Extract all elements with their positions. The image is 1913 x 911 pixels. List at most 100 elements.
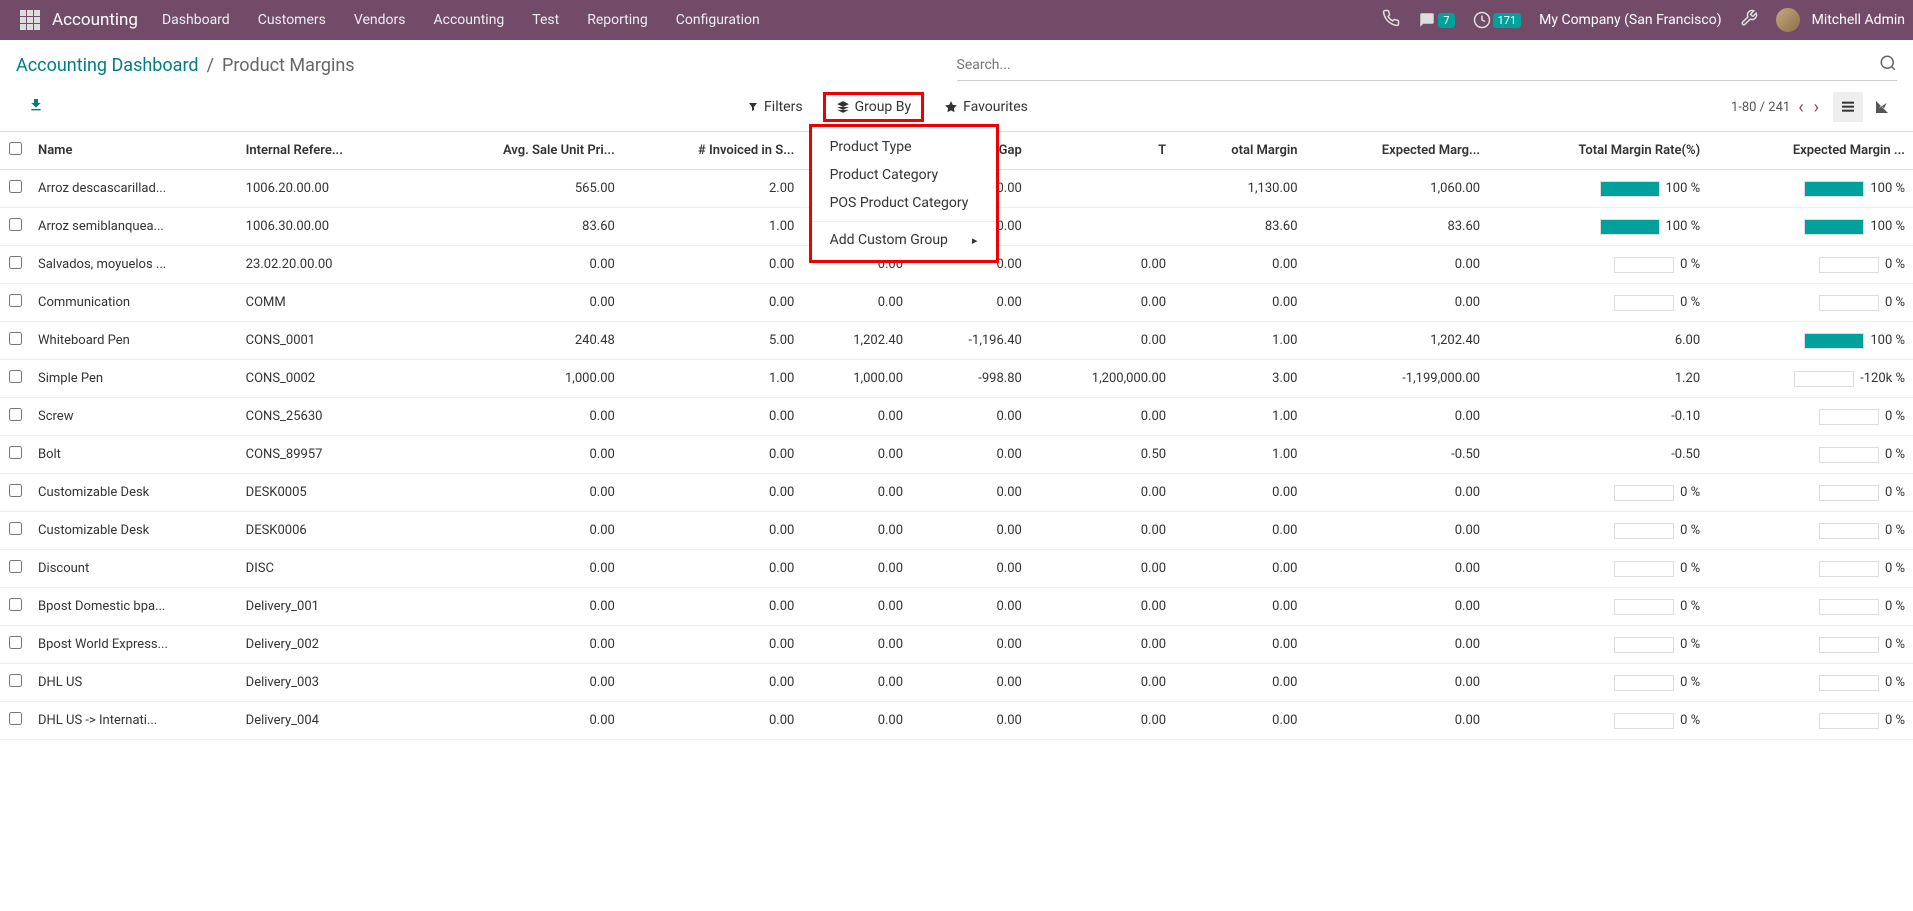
apps-icon[interactable] bbox=[20, 10, 40, 30]
settings-icon[interactable] bbox=[1740, 9, 1758, 31]
row-checkbox[interactable] bbox=[9, 370, 22, 383]
app-name[interactable]: Accounting bbox=[52, 10, 138, 30]
cell-name: Simple Pen bbox=[30, 360, 238, 398]
phone-icon[interactable] bbox=[1382, 9, 1400, 31]
cell-name: Customizable Desk bbox=[30, 474, 238, 512]
messages-icon[interactable]: 7 bbox=[1418, 11, 1454, 29]
cell-ref: Delivery_004 bbox=[238, 702, 419, 740]
activities-icon[interactable]: 171 bbox=[1473, 11, 1522, 29]
column-header[interactable]: Expected Margin ... bbox=[1708, 132, 1913, 170]
view-switcher bbox=[1833, 92, 1897, 122]
groupby-option[interactable]: Product Type bbox=[812, 133, 996, 161]
cell-ref: CONS_0002 bbox=[238, 360, 419, 398]
table-row[interactable]: Simple Pen CONS_0002 1,000.00 1.00 1,000… bbox=[0, 360, 1913, 398]
cell-name: Screw bbox=[30, 398, 238, 436]
pager: 1-80 / 241 ‹ › bbox=[1731, 97, 1821, 118]
row-checkbox[interactable] bbox=[9, 294, 22, 307]
column-header[interactable]: Expected Marg... bbox=[1306, 132, 1489, 170]
navbar-left: Accounting Dashboard Customers Vendors Acco… bbox=[8, 10, 760, 30]
table-row[interactable]: DHL US -> Internati... Delivery_004 0.00… bbox=[0, 702, 1913, 740]
cell-ref: 1006.20.00.00 bbox=[238, 170, 419, 208]
row-checkbox[interactable] bbox=[9, 636, 22, 649]
table-row[interactable]: DHL US Delivery_003 0.00 0.00 0.00 0.00 … bbox=[0, 664, 1913, 702]
column-header[interactable]: T bbox=[1030, 132, 1174, 170]
row-checkbox[interactable] bbox=[9, 712, 22, 725]
favourites-button[interactable]: Favourites bbox=[936, 95, 1036, 119]
download-icon[interactable] bbox=[28, 97, 44, 117]
groupby-button[interactable]: Group By bbox=[823, 92, 925, 122]
cell-ref: CONS_0001 bbox=[238, 322, 419, 360]
cell-ref: DISC bbox=[238, 550, 419, 588]
search-options: Filters Group By Product TypeProduct Cat… bbox=[739, 92, 1036, 122]
cell-ref: CONS_25630 bbox=[238, 398, 419, 436]
table-row[interactable]: Communication COMM 0.00 0.00 0.00 0.00 0… bbox=[0, 284, 1913, 322]
groupby-option[interactable]: POS Product Category bbox=[812, 189, 996, 217]
table-row[interactable]: Discount DISC 0.00 0.00 0.00 0.00 0.00 0… bbox=[0, 550, 1913, 588]
column-header[interactable]: Avg. Sale Unit Pri... bbox=[419, 132, 623, 170]
groupby-option[interactable]: Product Category bbox=[812, 161, 996, 189]
column-header[interactable]: Total Margin Rate(%) bbox=[1488, 132, 1708, 170]
row-checkbox[interactable] bbox=[9, 598, 22, 611]
cell-ref: Delivery_002 bbox=[238, 626, 419, 664]
nav-item-reporting[interactable]: Reporting bbox=[587, 12, 648, 28]
cell-name: Arroz descascarillad... bbox=[30, 170, 238, 208]
search-icon[interactable] bbox=[1879, 54, 1897, 76]
table-row[interactable]: Bolt CONS_89957 0.00 0.00 0.00 0.00 0.50… bbox=[0, 436, 1913, 474]
row-checkbox[interactable] bbox=[9, 522, 22, 535]
row-checkbox[interactable] bbox=[9, 674, 22, 687]
cell-ref: CONS_89957 bbox=[238, 436, 419, 474]
company-selector[interactable]: My Company (San Francisco) bbox=[1539, 12, 1721, 28]
pager-prev[interactable]: ‹ bbox=[1796, 97, 1805, 118]
breadcrumb-parent[interactable]: Accounting Dashboard bbox=[16, 55, 199, 76]
nav-item-configuration[interactable]: Configuration bbox=[676, 12, 760, 28]
cell-name: Communication bbox=[30, 284, 238, 322]
table-row[interactable]: Whiteboard Pen CONS_0001 240.48 5.00 1,2… bbox=[0, 322, 1913, 360]
cell-name: Bpost World Express... bbox=[30, 626, 238, 664]
select-all-header bbox=[0, 132, 30, 170]
row-checkbox[interactable] bbox=[9, 446, 22, 459]
nav-item-vendors[interactable]: Vendors bbox=[354, 12, 406, 28]
cell-name: Arroz semiblanquea... bbox=[30, 208, 238, 246]
table-row[interactable]: Screw CONS_25630 0.00 0.00 0.00 0.00 0.0… bbox=[0, 398, 1913, 436]
row-checkbox[interactable] bbox=[9, 408, 22, 421]
nav-item-accounting[interactable]: Accounting bbox=[433, 12, 504, 28]
table-row[interactable]: Bpost World Express... Delivery_002 0.00… bbox=[0, 626, 1913, 664]
nav-item-customers[interactable]: Customers bbox=[258, 12, 326, 28]
table-row[interactable]: Customizable Desk DESK0005 0.00 0.00 0.0… bbox=[0, 474, 1913, 512]
row-checkbox[interactable] bbox=[9, 256, 22, 269]
filters-label: Filters bbox=[764, 99, 803, 115]
nav-item-test[interactable]: Test bbox=[532, 12, 559, 28]
pager-text[interactable]: 1-80 / 241 bbox=[1731, 100, 1790, 115]
list-view-button[interactable] bbox=[1833, 92, 1863, 122]
user-menu[interactable]: Mitchell Admin bbox=[1776, 8, 1905, 32]
table-row[interactable]: Customizable Desk DESK0006 0.00 0.00 0.0… bbox=[0, 512, 1913, 550]
row-checkbox[interactable] bbox=[9, 332, 22, 345]
column-header[interactable]: Name bbox=[30, 132, 238, 170]
column-header[interactable]: otal Margin bbox=[1174, 132, 1305, 170]
filters-button[interactable]: Filters bbox=[739, 95, 811, 119]
cell-name: Bolt bbox=[30, 436, 238, 474]
cell-ref: DESK0006 bbox=[238, 512, 419, 550]
groupby-dropdown: Product TypeProduct CategoryPOS Product … bbox=[809, 124, 999, 263]
cell-ref: Delivery_001 bbox=[238, 588, 419, 626]
add-custom-group[interactable]: Add Custom Group▸ bbox=[812, 226, 996, 254]
row-checkbox[interactable] bbox=[9, 560, 22, 573]
control-panel: Accounting Dashboard / Product Margins F… bbox=[0, 40, 1913, 125]
column-header[interactable]: Internal Refere... bbox=[238, 132, 419, 170]
nav-item-dashboard[interactable]: Dashboard bbox=[162, 12, 230, 28]
activities-badge: 171 bbox=[1493, 13, 1522, 28]
row-checkbox[interactable] bbox=[9, 484, 22, 497]
row-checkbox[interactable] bbox=[9, 218, 22, 231]
column-header[interactable]: # Invoiced in S... bbox=[623, 132, 803, 170]
breadcrumb: Accounting Dashboard / Product Margins bbox=[16, 55, 355, 76]
cell-ref: 1006.30.00.00 bbox=[238, 208, 419, 246]
cell-ref: 23.02.20.00.00 bbox=[238, 246, 419, 284]
search-input[interactable] bbox=[957, 57, 1880, 73]
pager-next[interactable]: › bbox=[1812, 97, 1821, 118]
table-row[interactable]: Bpost Domestic bpa... Delivery_001 0.00 … bbox=[0, 588, 1913, 626]
messages-badge: 7 bbox=[1438, 13, 1454, 28]
select-all-checkbox[interactable] bbox=[9, 142, 22, 155]
search-bar[interactable] bbox=[957, 50, 1898, 81]
graph-view-button[interactable] bbox=[1867, 92, 1897, 122]
row-checkbox[interactable] bbox=[9, 180, 22, 193]
